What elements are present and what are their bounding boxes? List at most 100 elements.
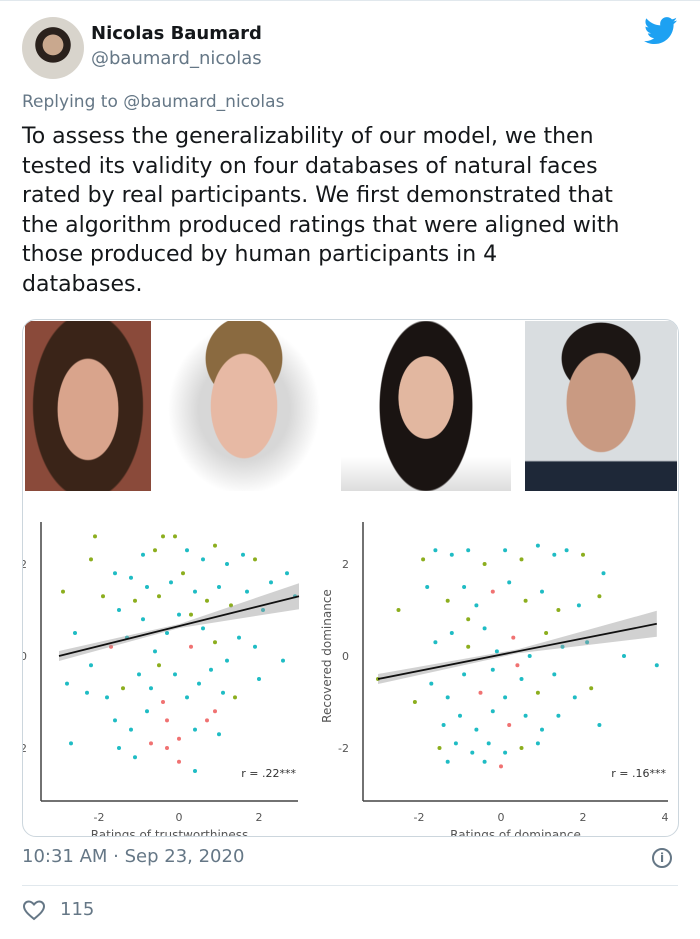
data-point [201,626,205,631]
data-point [113,718,117,723]
avatar[interactable] [22,17,84,79]
data-point [453,741,458,746]
face-photo-3 [341,321,511,491]
data-point [482,562,487,566]
data-point [113,571,117,576]
data-point [556,608,561,612]
twitter-bird-icon[interactable] [644,17,678,45]
x-tick-label: -2 [414,811,425,824]
data-point [165,746,169,750]
data-point [157,594,161,599]
x-tick-label: -2 [94,811,105,824]
y-tick-label: 2 [23,558,27,571]
data-point [429,681,434,686]
data-point [165,718,169,723]
heart-icon[interactable] [22,899,46,921]
data-point [237,635,241,640]
data-point [213,709,217,714]
like-count[interactable]: 115 [60,899,95,920]
data-point [105,695,109,700]
data-point [225,562,229,566]
divider [22,885,678,886]
data-point [213,543,217,548]
data-point [527,654,532,658]
data-point [564,548,569,553]
data-point [141,552,145,557]
data-point [153,548,157,553]
data-point [217,585,221,589]
data-point [145,585,149,589]
data-point [421,557,426,562]
data-point [445,759,450,764]
data-point [109,644,113,649]
replying-to[interactable]: Replying to @baumard_nicolas [22,92,285,112]
x-tick-label: 0 [498,811,505,824]
data-point [462,585,467,589]
info-icon[interactable]: i [652,848,672,868]
author-name[interactable]: Nicolas Baumard [91,23,262,44]
data-point [499,764,503,769]
data-point [129,727,133,732]
data-point [177,736,181,741]
correlation-label: r = .22*** [241,767,296,780]
tweet-text: To assess the generalizability of our mo… [22,124,620,297]
data-point [129,575,133,580]
data-point [213,640,217,645]
data-point [165,631,169,635]
data-point [552,672,557,677]
y-tick-label: -2 [338,742,349,755]
data-point [425,585,430,589]
regression-line [377,622,657,680]
data-point [470,750,475,755]
data-point [89,557,93,562]
timestamp[interactable]: 10:31 AM · Sep 23, 2020 [22,846,245,867]
data-point [89,663,93,668]
data-point [69,741,73,746]
data-point [65,681,69,686]
data-point [181,571,185,576]
data-point [253,557,257,562]
author-handle[interactable]: @baumard_nicolas [91,48,262,69]
data-point [462,672,467,677]
data-point [137,672,141,677]
face-photo-4 [525,321,677,491]
data-point [544,631,549,635]
data-point [519,557,524,562]
data-point [490,709,495,714]
data-point [209,667,213,672]
scatter-charts: -2 0 2 2 0 -2 r = .22*** Ratings of trustworthi… [23,522,669,836]
data-point [535,741,540,746]
data-point [205,598,209,603]
data-point [503,750,508,755]
data-point [173,534,177,539]
data-point [490,589,495,594]
data-point [507,723,512,727]
data-point [589,686,594,691]
data-point [133,598,137,603]
data-point [189,644,193,649]
face-photo-2 [165,321,323,491]
data-point [189,612,193,617]
data-point [197,681,201,686]
correlation-label: r = .16*** [611,767,666,780]
data-point [185,548,189,553]
data-point [161,534,165,539]
data-point [149,741,153,746]
data-point [245,589,249,594]
y-tick-label: -2 [23,742,27,755]
data-point [482,626,487,631]
data-point [556,713,561,718]
data-point [396,608,401,612]
data-point [482,759,487,764]
data-point [540,727,544,732]
data-point [193,589,197,594]
data-point [221,690,225,695]
data-point [535,543,540,548]
data-point [233,695,237,700]
tweet-media[interactable]: -2 0 2 2 0 -2 r = .22*** Ratings of trustworthi… [22,319,679,837]
data-point [441,723,446,727]
data-point [515,663,520,668]
data-point [169,580,173,585]
y-axis-label: Recovered dominance [320,589,334,723]
